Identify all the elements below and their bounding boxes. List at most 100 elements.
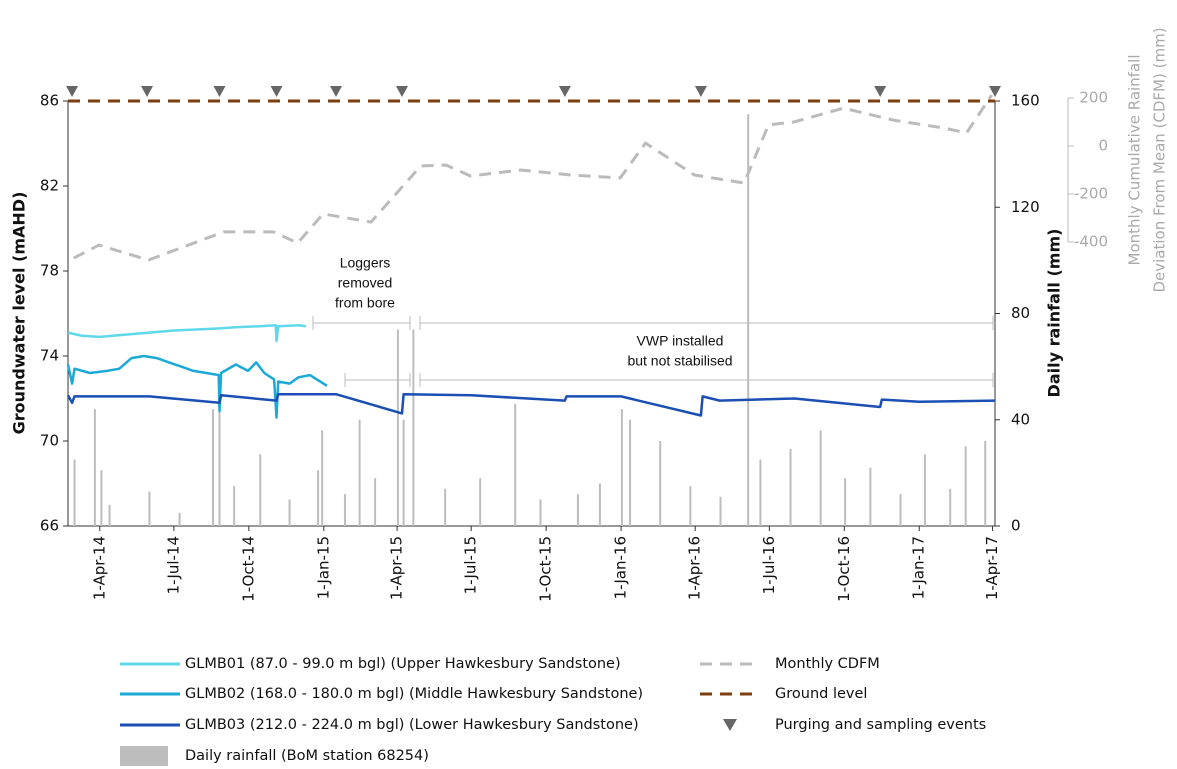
event-marker [141, 86, 154, 97]
y2-axis-label: Daily rainfall (mm) [1045, 229, 1064, 398]
rain-bar [321, 430, 324, 526]
line [66, 354, 328, 419]
rain-bar [444, 488, 447, 526]
event-marker [395, 86, 408, 97]
rain-bar [747, 114, 750, 526]
rain-bar [73, 459, 76, 526]
y3-axis-label: Monthly Cumulative Rainfall [1126, 55, 1144, 266]
rain-bar [984, 441, 987, 526]
rain-bar [514, 403, 517, 526]
x-tick-label: 1-Oct-14 [239, 536, 257, 602]
rain-bar [923, 454, 926, 526]
rain-bar [211, 409, 214, 526]
legend-label: Monthly CDFM [775, 656, 880, 672]
y3-tick-label: 200 [1079, 89, 1108, 107]
rain-bar [598, 483, 601, 526]
dashed-line [73, 94, 993, 262]
rain-bar [576, 494, 579, 526]
annotation: from bore [335, 295, 395, 311]
line [66, 392, 996, 417]
rain-bar [233, 486, 236, 526]
legend-label: Ground level [775, 686, 867, 702]
x-tick-label: 1-Jul-16 [760, 536, 778, 594]
x-tick-label: 1-Jan-15 [314, 536, 332, 599]
y3-tick-label: 0 [1098, 137, 1108, 155]
x-tick-label: 1-Jan-16 [612, 536, 630, 599]
rain-bar [689, 486, 692, 526]
event-marker [874, 86, 887, 97]
y-axis-label: Groundwater level (mAHD) [10, 192, 29, 435]
rain-bar [899, 494, 902, 526]
rain-bar [659, 441, 662, 526]
legend-swatch [723, 719, 737, 731]
rain-bar [844, 478, 847, 526]
rain-bar [789, 448, 792, 526]
x-tick-label: 1-Jul-14 [164, 536, 182, 594]
legend-label: GLMB01 (87.0 - 99.0 m bgl) (Upper Hawkes… [185, 656, 621, 672]
x-tick-label: 1-Oct-15 [537, 536, 555, 602]
annotation: VWP installed [637, 333, 724, 349]
rain-bar [402, 419, 405, 526]
rain-bar [178, 512, 181, 526]
rain-bar [100, 470, 103, 526]
legend-label: Purging and sampling events [775, 717, 986, 733]
y-tick-label: 78 [40, 262, 59, 280]
rain-bar [620, 409, 623, 526]
rain-bar [358, 419, 361, 526]
y3-tick-label: -200 [1074, 185, 1108, 203]
rain-bar [148, 491, 151, 526]
y2-tick-label: 120 [1011, 198, 1040, 216]
x-tick-label: 1-Oct-16 [835, 536, 853, 602]
annotation: removed [338, 275, 392, 291]
rain-bar [412, 329, 415, 526]
annotation: Loggers [340, 255, 391, 271]
y-tick-label: 86 [40, 92, 59, 110]
rain-bar [374, 478, 377, 526]
event-marker [213, 86, 226, 97]
annotation: but not stabilised [627, 353, 732, 369]
y2-tick-label: 40 [1011, 410, 1030, 428]
rain-bar [317, 470, 320, 526]
rain-bar [719, 496, 722, 526]
legend-label: GLMB02 (168.0 - 180.0 m bgl) (Middle Haw… [185, 686, 643, 702]
event-marker [270, 86, 283, 97]
rain-bar [108, 504, 111, 526]
rain-bar [539, 499, 542, 526]
y-tick-label: 66 [40, 517, 59, 535]
x-tick-label: 1-Apr-14 [90, 536, 108, 600]
rain-bar [259, 454, 262, 526]
event-marker [329, 86, 342, 97]
rain-bar [949, 488, 952, 526]
frame [67, 98, 1069, 527]
rain-bar [93, 409, 96, 526]
x-tick-label: 1-Apr-15 [388, 536, 406, 600]
rain-bar [288, 499, 291, 526]
event-marker [989, 86, 1001, 97]
annotation-brackets [312, 316, 994, 387]
event-marker [694, 86, 707, 97]
y3-tick-label: -400 [1074, 233, 1108, 251]
y2-tick-label: 160 [1011, 92, 1040, 110]
rain-bar [396, 329, 399, 526]
y2-tick-label: 80 [1011, 304, 1030, 322]
line [67, 323, 307, 343]
x-tick-label: 1-Apr-17 [983, 536, 1001, 600]
y3-axis-label: Deviation From Mean (CDFM) (mm) [1151, 27, 1169, 292]
x-tick-label: 1-Jan-17 [910, 536, 928, 599]
x-tick-label: 1-Jul-15 [462, 536, 480, 594]
y-tick-label: 82 [40, 177, 59, 195]
rain-bar [343, 494, 346, 526]
legend-swatch [120, 746, 168, 766]
y-tick-label: 74 [40, 347, 59, 365]
rain-bar [964, 446, 967, 526]
rain-bar [819, 430, 822, 526]
legend-label: Daily rainfall (BoM station 68254) [185, 748, 429, 764]
y2-tick-label: 0 [1011, 517, 1021, 535]
rain-bar [869, 467, 872, 526]
rain-bar [218, 401, 221, 526]
rain-bar [629, 419, 632, 526]
x-tick-label: 1-Apr-16 [686, 536, 704, 600]
event-marker [66, 86, 79, 97]
rain-bar [759, 459, 762, 526]
